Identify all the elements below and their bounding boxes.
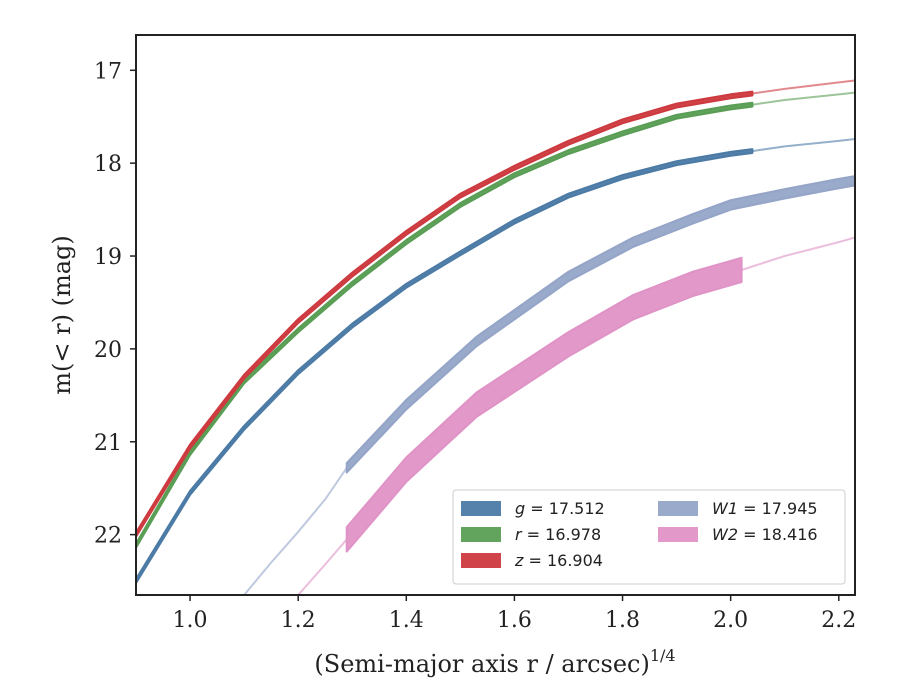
y-tick-label: 17 — [94, 59, 122, 84]
legend-label-value: = 17.945 — [738, 499, 818, 518]
legend-label-var: W2 — [712, 525, 738, 544]
y-tick-label: 20 — [94, 338, 122, 363]
legend-label-var: r — [515, 525, 523, 544]
legend-swatch-w2 — [658, 527, 698, 542]
y-tick-label: 21 — [94, 431, 122, 456]
x-tick-label: 2.2 — [821, 608, 856, 633]
ticks-layer: 1.0 1.2 1.4 1.6 1.8 2.0 2.2 17 18 19 20 21 22 — [94, 59, 856, 633]
series-w2 — [297, 236, 855, 595]
legend-label-var: W1 — [712, 499, 738, 518]
x-axis-label-main: (Semi-major axis r / arcsec) — [314, 650, 649, 678]
y-tick-label: 18 — [94, 152, 122, 177]
legend-label-w1: W1 = 17.945 — [712, 499, 818, 518]
x-tick-label: 1.4 — [389, 608, 424, 633]
series-w2-band — [345, 256, 743, 553]
legend-label-var: g — [515, 499, 525, 518]
x-tick-label: 1.8 — [605, 608, 640, 633]
legend-swatch-z — [461, 553, 501, 568]
y-tick-label: 19 — [94, 245, 122, 270]
x-tick-label: 2.0 — [713, 608, 748, 633]
series-w2-extrapolation-2 — [741, 236, 855, 271]
legend-swatch-w1 — [658, 501, 698, 516]
series-w1-extrapolation — [243, 467, 348, 595]
legend-swatch-r — [461, 527, 501, 542]
x-axis-label-sup: 1/4 — [650, 646, 676, 665]
x-tick-label: 1.6 — [497, 608, 532, 633]
series-z — [136, 79, 855, 538]
legend-label-r: r = 16.978 — [515, 525, 601, 544]
legend-label-w2: W2 = 18.416 — [712, 525, 818, 544]
series-z-band — [136, 90, 754, 538]
series-g-band — [136, 148, 754, 584]
series-r — [136, 91, 855, 549]
y-axis-label: m(< r) (mag) — [48, 235, 76, 394]
y-tick-label: 22 — [94, 524, 122, 549]
legend-label-value: = 16.978 — [522, 525, 602, 544]
x-tick-label: 1.0 — [173, 608, 208, 633]
legend-box — [452, 489, 846, 585]
series-r-extrapolation — [752, 91, 855, 106]
series-w1 — [243, 175, 855, 595]
series-w1-band — [345, 175, 855, 474]
x-axis-label: (Semi-major axis r / arcsec)1/4 — [314, 646, 675, 678]
legend-swatch-g — [461, 501, 501, 516]
x-tick-label: 1.2 — [281, 608, 316, 633]
legend-label-value: = 17.512 — [525, 499, 605, 518]
series-r-band — [136, 101, 754, 549]
series-z-extrapolation — [752, 79, 855, 95]
legend-label-value: = 16.904 — [523, 551, 603, 570]
legend-label-z: z = 16.904 — [514, 551, 603, 570]
series-g-extrapolation — [752, 138, 855, 153]
legend-label-g: g = 17.512 — [515, 499, 605, 518]
plot-frame — [135, 34, 856, 596]
legend-label-var: z — [514, 551, 524, 570]
series-g — [136, 138, 855, 584]
series-layer — [136, 79, 855, 595]
legend-label-value: = 18.416 — [738, 525, 818, 544]
series-w2-extrapolation — [297, 538, 348, 595]
